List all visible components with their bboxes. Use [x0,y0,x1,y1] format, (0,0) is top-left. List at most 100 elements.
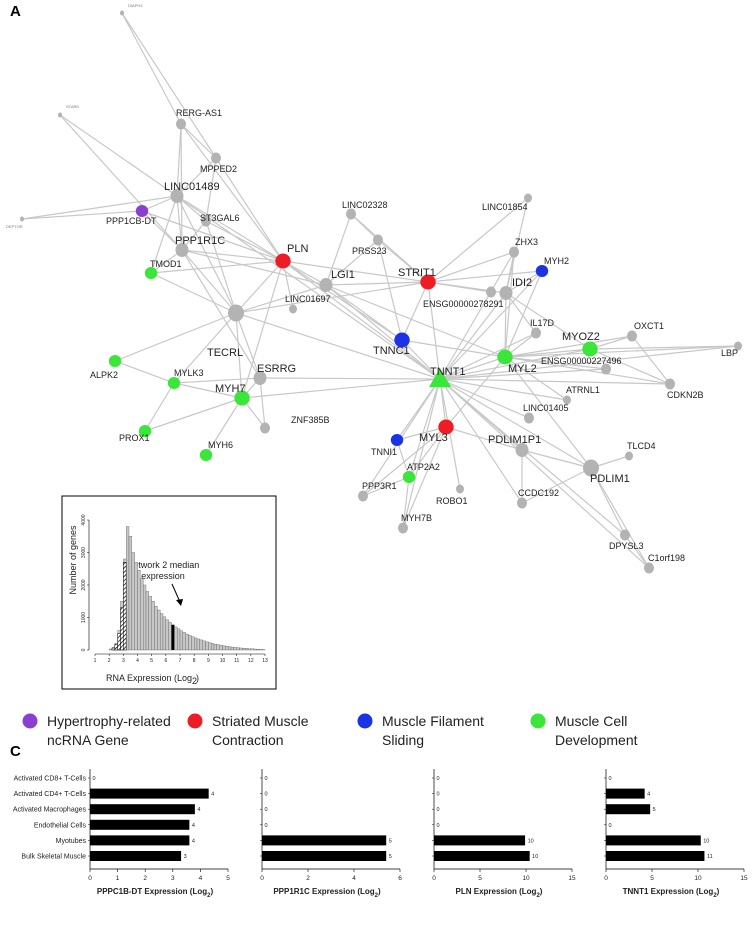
node-label-ensg00000227496: ENSG00000227496 [541,356,622,366]
edge-zhx3-myl2 [504,251,515,358]
histogram-x-tick-label: 2 [108,658,111,664]
edge-tnni1-atp2a2 [396,439,410,478]
bar-charts: Activated CD8+ T-Cells 0 Activated CD4+ T-… [13,769,748,899]
histogram-bar [174,626,178,651]
node-pdlim1p1 [515,443,529,457]
edge-prss23-strit1 [377,239,429,283]
edge-linc01489-tecrl [176,195,237,314]
histogram-x-tick-label: 10 [220,658,226,664]
value-label-endothelial-cells: 0 [437,823,440,829]
histogram-x-tick-label: 5 [150,658,153,664]
category-label-endothelial-cells: Endothelial Cells [34,822,87,829]
node-label-myh6: MYH6 [208,440,233,450]
node-label-ppp3r1: PPP3R1 [362,481,397,491]
category-label-activated-cd8-t-cells: Activated CD8+ T-Cells [14,776,87,783]
node-prss23 [373,234,383,246]
node-tmod1 [144,267,158,279]
node-oxct1 [627,330,637,342]
histogram-y-tick-label: 1000 [81,612,87,623]
network-nodes: DIAPH3 STARD DEPTOR RERG-AS1 MPPED2 LINC01489… [6,3,742,574]
node-label-tnni1: TNNI1 [371,447,397,457]
node-ensg00000227496 [601,363,611,375]
node-label-st3gal6: ST3GAL6 [200,213,240,223]
edge-diaph3-mpped2 [121,12,217,159]
x-tick-label: 5 [478,875,482,882]
edge-dpysl3-c1orf198 [624,534,650,569]
node-znf385b [260,422,270,434]
histogram-bar [159,613,164,651]
edge-pdlim1-ccdc192 [521,467,592,504]
legend-label-development: Development [555,732,638,748]
node-label-cdkn2b: CDKN2B [667,390,704,400]
node-rerg-as1 [176,118,186,130]
node-ccdc192 [517,497,527,509]
node-myh2 [535,265,549,277]
node-label-myoz2: MYOZ2 [562,331,600,343]
histogram-bar [185,633,189,651]
edge-strit1-tnnc1 [401,281,429,341]
node-label-oxct1: OXCT1 [634,321,664,331]
edge-rerg-as1-mpped2 [180,123,217,159]
histogram-bar [157,609,161,651]
x-tick-label: 10 [522,875,530,882]
edge-myh2-myl2 [504,270,543,358]
edge-mylk3-myh7 [173,382,243,399]
histogram-bar [250,648,254,651]
histogram-x-tick-label: 6 [164,658,167,664]
edge-tmod1-pln [150,260,284,274]
edge-myh7-prox1 [144,397,243,432]
node-linc01405 [524,412,534,424]
edge-tnnt1-linc01405 [439,378,530,419]
edge-myl3-myh7b [402,426,447,529]
edge-myoz2-cdkn2b [589,348,671,385]
node-label-ppp1cb-dt: PPP1CB-DT [106,216,157,226]
edge-myl2-pdlim1 [504,356,592,469]
edge-esrrg-znf385b [259,377,266,429]
edge-pln-strit1 [282,260,429,283]
histogram-bar [191,636,195,651]
value-label-activated-macrophages: 0 [265,807,268,813]
node-label-tnnt1: TNNT1 [430,366,465,378]
histogram-median-bar [171,624,175,650]
axis-title-pppc1b-dt-expression-log: PPPC1B-DT Expression (Log2) [97,887,214,899]
edge-tnnt1-dpysl3 [439,378,626,536]
axis-title-ppp1r1c-expression-log: PPP1R1C Expression (Log2) [273,887,381,899]
edge-myl2-cdkn2b [504,356,671,385]
node-label-mylk3: MYLK3 [174,368,204,378]
histogram-bar [137,570,141,651]
axis-title-pln-expression-log: PLN Expression (Log2) [456,887,543,899]
edge-ppp1r1c-lgi1 [181,249,327,286]
node-label-il17d: IL17D [530,318,555,328]
category-label-myotubes: Myotubes [56,838,87,845]
edge-idi2-tnnt1 [439,292,507,380]
node-label-myh7: MYH7 [215,383,246,395]
histogram-bar [213,643,218,651]
edge-linc02328-prss23 [350,213,379,241]
node-ppp1cb-dt [135,205,149,217]
edge-idi2-il17d [505,292,537,334]
histogram-arrow-head [176,599,183,606]
legend-label-striated-muscle: Striated Muscle [212,713,309,729]
node-label-c1orf198: C1orf198 [648,553,685,563]
bar-pln-expression-log-bulk-skeletal-muscle [434,851,530,861]
value-label-activated-cd8-t-cells: 0 [609,776,612,782]
node-label-ensg00000278291: ENSG00000278291 [423,299,504,309]
node-label-myh7b: MYH7B [401,513,432,523]
node-mpped2 [211,152,221,164]
histogram-bar [225,646,229,651]
node-label-strit1: STRIT1 [398,267,436,279]
edge-tecrl-mylk3 [173,312,237,384]
histogram-bar [179,630,184,651]
x-tick-label: 15 [740,875,748,882]
node-label-prox1: PROX1 [119,433,150,443]
edge-myl3-atp2a2 [408,426,447,478]
edge-mpped2-pln [215,157,284,262]
edge-pln-tnnt1 [282,260,441,380]
x-tick-label: 2 [306,875,310,882]
edge-idi2-myl2 [504,292,507,358]
histogram-bar [256,649,260,651]
bar-tnnt1-expression-log-myotubes [606,835,701,846]
legend-swatch-hypertrophy-related [22,713,38,729]
edge-strit1-tnnt1 [427,281,441,380]
edge-lbp-myl2 [504,345,739,358]
